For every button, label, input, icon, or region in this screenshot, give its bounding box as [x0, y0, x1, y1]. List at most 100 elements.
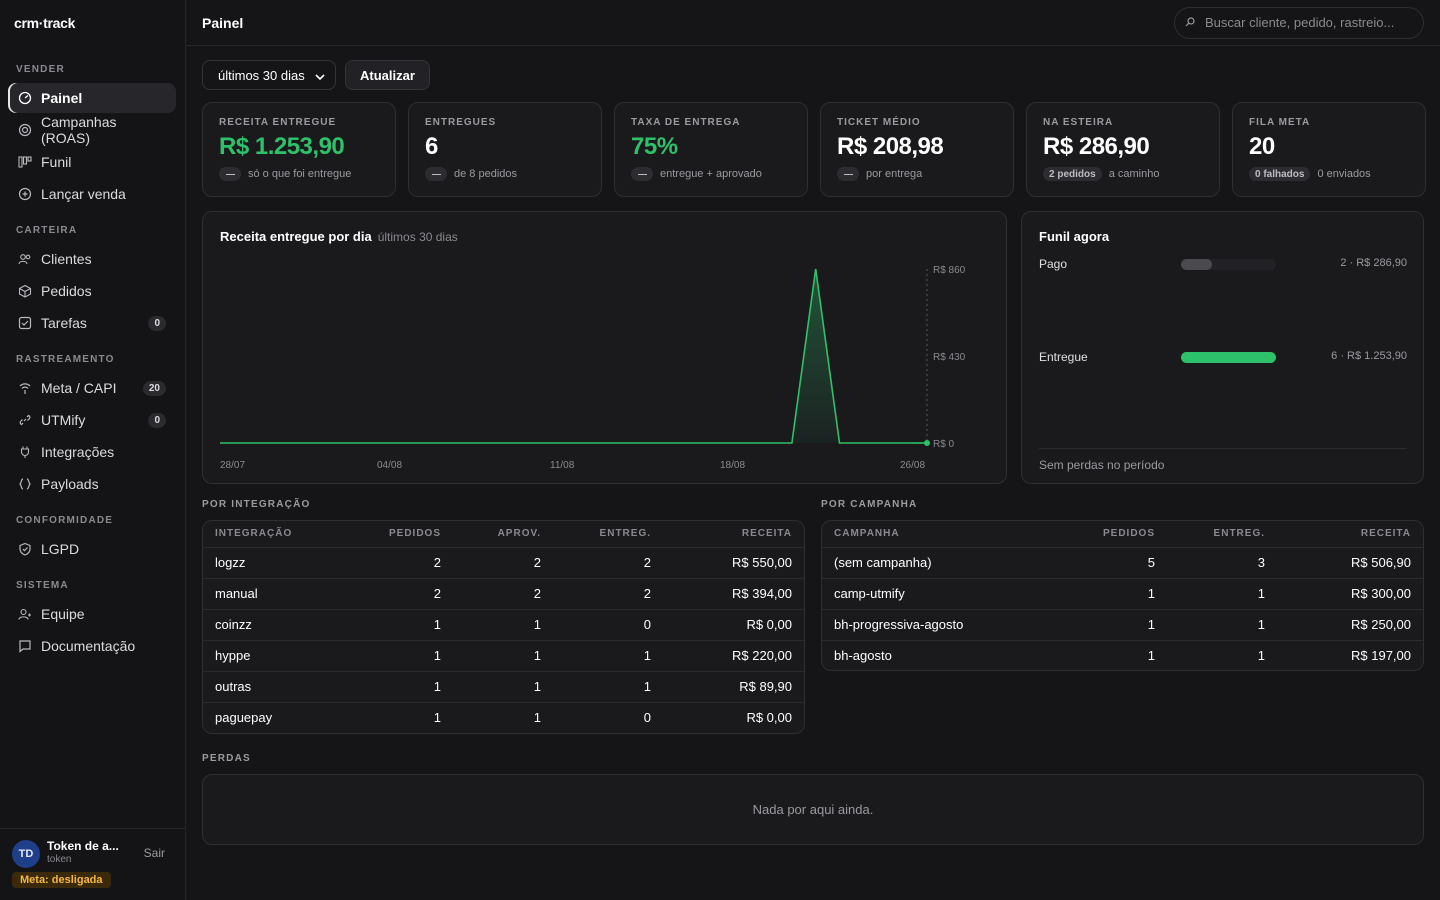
- table-cell: 1: [553, 671, 663, 703]
- kpi-value: 75%: [631, 133, 678, 160]
- dashboard-icon: [18, 91, 32, 105]
- table-row[interactable]: camp-utmify 1 1 R$ 300,00: [822, 578, 1423, 610]
- user-name: Token de a...: [47, 839, 119, 853]
- kpi-label: NA ESTEIRA: [1043, 117, 1114, 128]
- kpi-sub: entregue + aprovado: [631, 167, 762, 181]
- chart-title: Receita entregue por dia últimos 30 dias: [220, 229, 458, 244]
- column-header[interactable]: RECEITA: [663, 521, 804, 548]
- sidebar-item-lan-ar-venda[interactable]: Lançar venda: [8, 179, 176, 209]
- sidebar-item-equipe[interactable]: Equipe: [8, 599, 176, 629]
- table-cell: 2: [553, 578, 663, 610]
- table-row[interactable]: logzz 2 2 2 R$ 550,00: [203, 547, 804, 579]
- link-icon: [18, 413, 32, 427]
- sidebar-item-meta-capi[interactable]: Meta / CAPI 20: [8, 373, 176, 403]
- kpi-card: NA ESTEIRA R$ 286,90 2 pedidos a caminho: [1026, 102, 1220, 197]
- chart-area: [220, 269, 911, 443]
- column-header[interactable]: PEDIDOS: [1072, 521, 1167, 548]
- sidebar-item-integra-es[interactable]: Integrações: [8, 437, 176, 467]
- app-logo[interactable]: crm·track: [14, 15, 76, 31]
- search-input[interactable]: Buscar cliente, pedido, rastreio...: [1174, 6, 1424, 39]
- funnel-row: Pago 2 · R$ 286,90: [1039, 257, 1407, 271]
- sidebar-item-funil[interactable]: Funil: [8, 147, 176, 177]
- funnel-footer: Sem perdas no período: [1039, 458, 1165, 472]
- column-header[interactable]: APROV.: [453, 521, 553, 548]
- funnel-bar-fill: [1181, 352, 1276, 363]
- sidebar-section-title: SISTEMA: [16, 580, 69, 591]
- table-row[interactable]: hyppe 1 1 1 R$ 220,00: [203, 640, 804, 672]
- table-cell: coinzz: [203, 609, 363, 641]
- team-icon: [18, 607, 32, 621]
- sidebar-item-utmify[interactable]: UTMify 0: [8, 405, 176, 435]
- sidebar-item-pedidos[interactable]: Pedidos: [8, 276, 176, 306]
- table-cell: 1: [363, 671, 453, 703]
- table-cell: 2: [363, 578, 453, 610]
- kpi-sub: de 8 pedidos: [425, 167, 517, 181]
- sidebar-item-campanhas-roas[interactable]: Campanhas (ROAS): [8, 114, 176, 146]
- funnel-divider: [1039, 448, 1407, 449]
- kpi-sub-text: entregue + aprovado: [660, 168, 762, 180]
- table-cell: bh-agosto: [834, 648, 892, 664]
- refresh-button[interactable]: Atualizar: [345, 60, 430, 90]
- sidebar-item-painel[interactable]: Painel: [8, 83, 176, 113]
- kpi-sub-text: a caminho: [1108, 168, 1160, 180]
- table-cell: 2: [363, 547, 453, 579]
- meta-status-badge: Meta: desligada: [12, 872, 111, 888]
- funnel-icon: [18, 155, 32, 169]
- kpi-sub-text: só o que foi entregue: [248, 168, 352, 180]
- kpi-card: FILA META 20 0 falhados 0 enviados: [1232, 102, 1426, 197]
- column-header[interactable]: ENTREG.: [1167, 521, 1277, 548]
- column-header[interactable]: RECEITA: [1277, 521, 1423, 548]
- kpi-pill: [219, 167, 241, 181]
- column-header[interactable]: PEDIDOS: [363, 521, 453, 548]
- table-row[interactable]: (sem campanha) 5 3 R$ 506,90: [822, 547, 1423, 579]
- kpi-value: R$ 208,98: [837, 133, 944, 160]
- revenue-chart-card: Receita entregue por dia últimos 30 dias …: [202, 211, 1007, 484]
- sidebar-item-payloads[interactable]: Payloads: [8, 469, 176, 499]
- table-row[interactable]: manual 2 2 2 R$ 394,00: [203, 578, 804, 610]
- table-row[interactable]: paguepay 1 1 0 R$ 0,00: [203, 702, 804, 733]
- table-cell: paguepay: [215, 710, 273, 726]
- chart-subtitle: últimos 30 dias: [377, 230, 458, 244]
- table-cell: 5: [1072, 547, 1167, 579]
- kpi-row: RECEITA ENTREGUE R$ 1.253,90 só o que foi …: [202, 102, 1426, 197]
- table-row[interactable]: bh-progressiva-agosto 1 1 R$ 250,00: [822, 609, 1423, 641]
- kpi-value: 6: [425, 133, 438, 160]
- sidebar-item-clientes[interactable]: Clientes: [8, 244, 176, 274]
- table-cell: 1: [453, 640, 553, 672]
- table-cell: R$ 220,00: [663, 640, 804, 672]
- table-row[interactable]: outras 1 1 1 R$ 89,90: [203, 671, 804, 703]
- plug-icon: [18, 445, 32, 459]
- sidebar-section-title: CARTEIRA: [16, 225, 78, 236]
- chart-y-tick-label: R$ 0: [933, 439, 955, 450]
- column-header[interactable]: CAMPANHA: [822, 521, 1072, 548]
- avatar[interactable]: TD: [12, 840, 40, 868]
- sidebar: crm·track VENDER Painel Campanhas (ROAS) Fu…: [0, 0, 186, 900]
- kpi-sub: só o que foi entregue: [219, 167, 351, 181]
- kpi-card: ENTREGUES 6 de 8 pedidos: [408, 102, 602, 197]
- table-cell: R$ 506,90: [1277, 547, 1423, 579]
- sidebar-item-lgpd[interactable]: LGPD: [8, 534, 176, 564]
- table-row[interactable]: coinzz 1 1 0 R$ 0,00: [203, 609, 804, 641]
- search-placeholder: Buscar cliente, pedido, rastreio...: [1205, 15, 1395, 30]
- table-row[interactable]: bh-agosto 1 1 R$ 197,00: [822, 640, 1423, 670]
- table-cell: logzz: [203, 547, 363, 579]
- column-header[interactable]: INTEGRAÇÃO: [203, 521, 363, 548]
- kpi-value: R$ 1.253,90: [219, 133, 345, 160]
- search-icon: [1185, 15, 1195, 30]
- sidebar-item-label: Documentação: [41, 638, 136, 654]
- kpi-card: RECEITA ENTREGUE R$ 1.253,90 só o que foi …: [202, 102, 396, 197]
- chart-y-tick-label: R$ 860: [933, 265, 966, 276]
- table-cell: 1: [553, 640, 663, 672]
- logout-button[interactable]: Sair: [143, 846, 165, 860]
- sidebar-item-tarefas[interactable]: Tarefas 0: [8, 308, 176, 338]
- sidebar-item-label: LGPD: [41, 541, 80, 557]
- funnel-row: Entregue 6 · R$ 1.253,90: [1039, 350, 1407, 364]
- sidebar-section-title: VENDER: [16, 64, 65, 75]
- sidebar-item-documenta-o[interactable]: Documentação: [8, 631, 176, 661]
- revenue-chart: R$ 0 R$ 430 R$ 860 28/07 04/08 11/08 18/08 26/0…: [220, 265, 966, 471]
- column-header[interactable]: ENTREG.: [553, 521, 663, 548]
- funnel-row-label: Entregue: [1039, 350, 1088, 364]
- table-cell: camp-utmify: [822, 578, 1072, 610]
- period-select[interactable]: últimos 30 dias: [202, 60, 336, 90]
- integration-table-card: INTEGRAÇÃO PEDIDOS APROV. ENTREG. RECEITA log…: [202, 520, 805, 734]
